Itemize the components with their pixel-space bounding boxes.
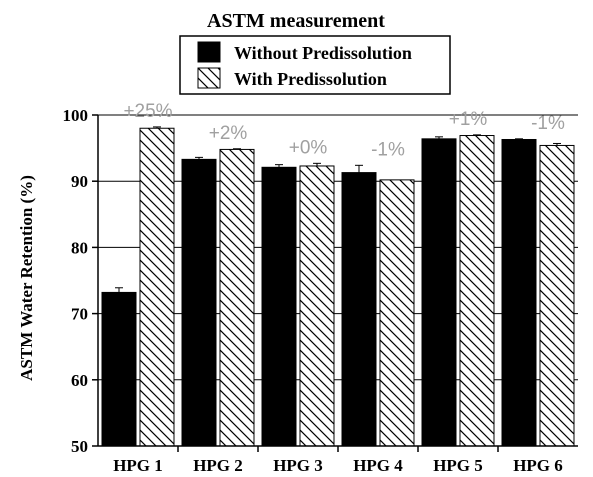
legend-swatch-with-predissolution xyxy=(197,67,221,89)
tick-labels: 50 60 70 80 90 100 HPG 1 HPG 2 HPG 3 HPG 4 HPG 5 HP… xyxy=(63,106,563,475)
y-tick-label-80: 80 xyxy=(71,238,88,257)
bar-hpg-2-with xyxy=(219,148,255,447)
bar-hpg-1-without xyxy=(101,291,137,447)
y-axis-label: ASTM Water Retention (%) xyxy=(17,175,36,381)
x-tick-label-3: HPG 3 xyxy=(273,456,323,475)
annotation-6: -1% xyxy=(531,113,565,134)
bar-hpg-2-without xyxy=(181,158,217,447)
legend-label-with-predissolution: With Predissolution xyxy=(234,69,387,89)
x-tick-label-1: HPG 1 xyxy=(113,456,163,475)
legend-swatch-without-predissolution xyxy=(197,41,221,63)
annotation-4: -1% xyxy=(371,139,405,160)
axes xyxy=(92,114,578,452)
y-tick-label-50: 50 xyxy=(71,437,88,456)
x-tick-label-5: HPG 5 xyxy=(433,456,483,475)
legend: Without Predissolution With Predissoluti… xyxy=(179,35,451,95)
y-tick-label-60: 60 xyxy=(71,371,88,390)
y-tick-label-90: 90 xyxy=(71,172,88,191)
x-tick-label-4: HPG 4 xyxy=(353,456,403,475)
bars xyxy=(101,126,575,447)
legend-label-without-predissolution: Without Predissolution xyxy=(234,43,412,63)
annotation-5: +1% xyxy=(449,109,488,130)
bar-hpg-5-with xyxy=(459,135,495,447)
annotation-2: +2% xyxy=(209,123,248,144)
chart-title: ASTM measurement xyxy=(207,10,385,32)
annotation-3: +0% xyxy=(289,137,328,158)
bar-hpg-6-without xyxy=(501,138,537,447)
annotations: +25% +2% +0% -1% +1% -1% xyxy=(123,101,565,160)
bar-hpg-1-with xyxy=(139,127,175,447)
bar-hpg-4-without xyxy=(341,172,377,447)
bar-hpg-3-without xyxy=(261,166,297,447)
x-tick-label-2: HPG 2 xyxy=(193,456,243,475)
bar-hpg-3-with xyxy=(299,165,335,447)
legend-frame xyxy=(179,35,451,95)
y-tick-label-100: 100 xyxy=(63,106,89,125)
y-tick-label-70: 70 xyxy=(71,305,88,324)
bar-hpg-5-without xyxy=(421,138,457,447)
bar-hpg-4-with xyxy=(379,179,415,447)
annotation-1: +25% xyxy=(123,101,172,122)
x-tick-label-6: HPG 6 xyxy=(513,456,563,475)
bar-hpg-6-with xyxy=(539,144,575,447)
